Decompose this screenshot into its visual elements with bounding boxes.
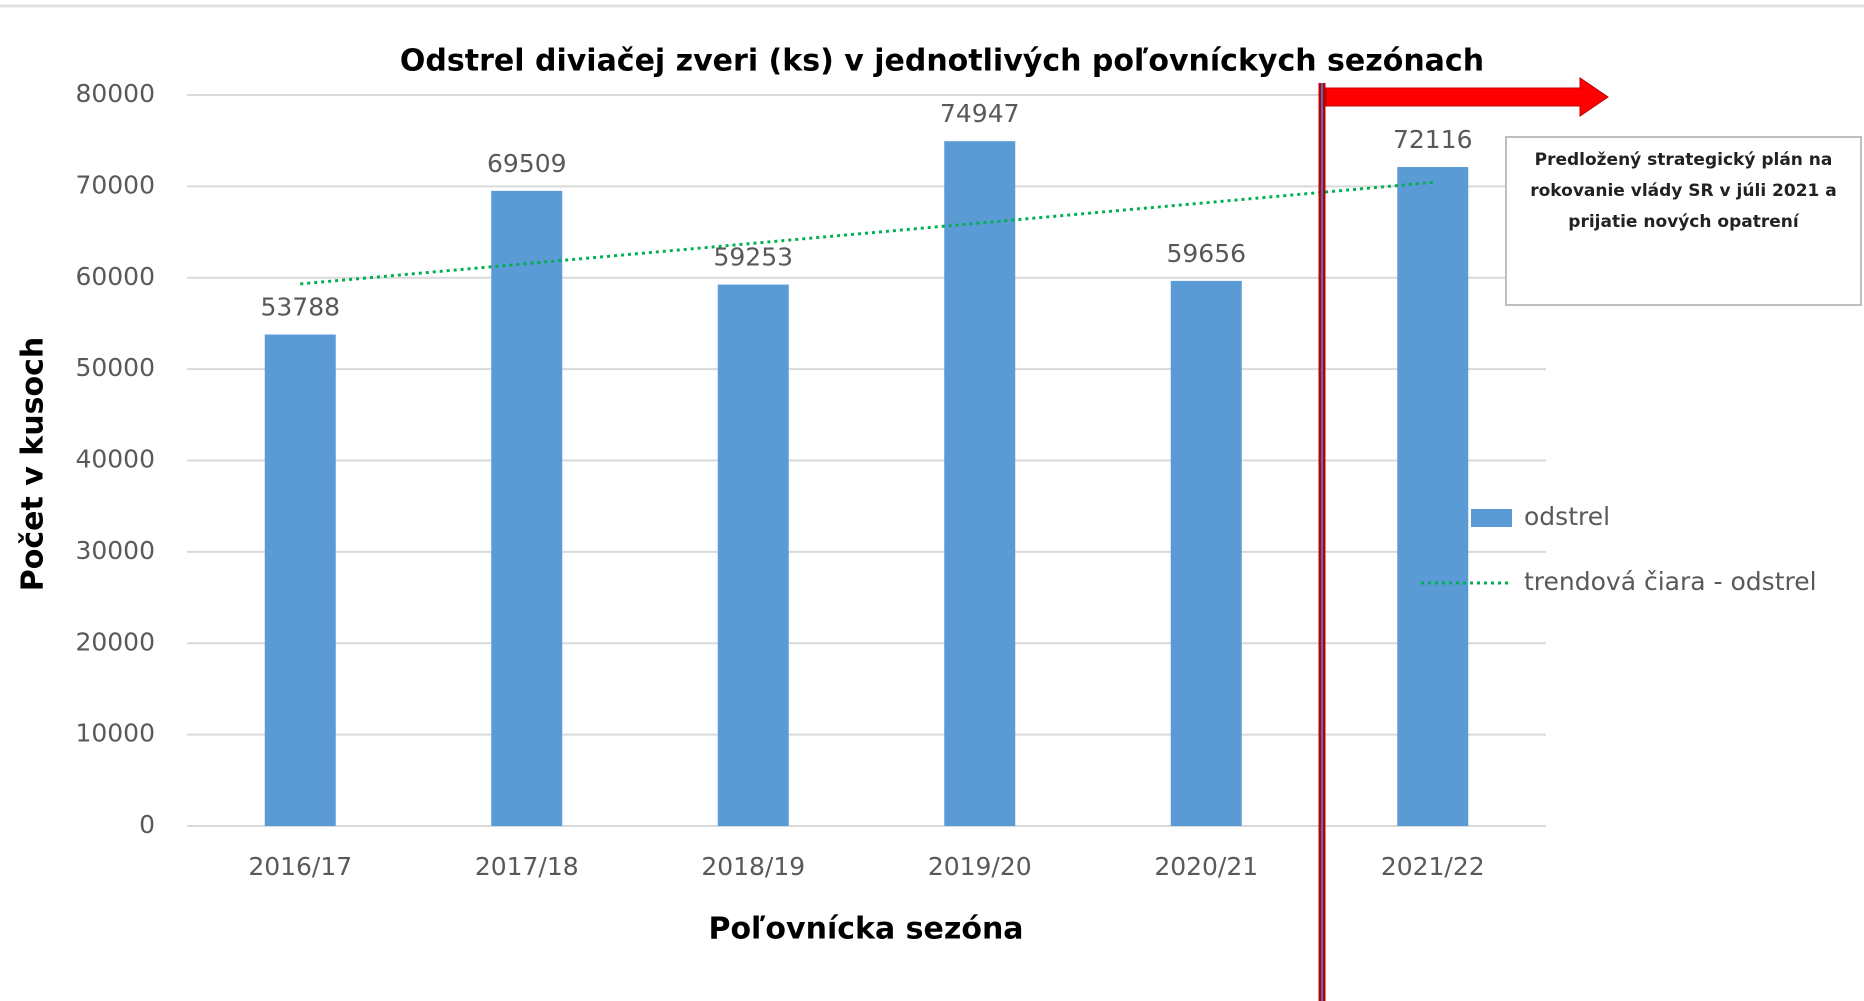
bar (264, 334, 336, 826)
y-tick-label: 70000 (75, 170, 155, 199)
bar (491, 190, 563, 826)
data-label: 74947 (940, 99, 1020, 128)
marks (264, 141, 1469, 827)
y-tick-label: 50000 (75, 353, 155, 382)
legend-swatch (1471, 509, 1512, 527)
x-tick-label: 2016/17 (248, 852, 352, 881)
data-label: 59656 (1166, 239, 1246, 268)
chart-title: Odstrel diviačej zveri (ks) v jednotlivý… (400, 44, 1484, 79)
data-label: 69509 (487, 149, 567, 178)
bar (944, 141, 1016, 827)
bar (1397, 167, 1469, 827)
x-tick-label: 2020/21 (1154, 852, 1258, 881)
annotation-wrap: Predložený strategický plán na rokovanie… (1530, 150, 1837, 232)
x-tick-label: 2021/22 (1381, 852, 1485, 881)
x-axis-label: Poľovnícka sezóna (708, 912, 1023, 947)
y-tick-label: 60000 (75, 262, 155, 291)
data-label: 72116 (1393, 125, 1473, 154)
bar (1170, 280, 1242, 826)
grid (187, 94, 1546, 827)
data-label: 53788 (260, 293, 340, 322)
y-tick-label: 40000 (75, 445, 155, 474)
x-tick-label: 2019/20 (928, 852, 1032, 881)
annotation: Predložený strategický plán na rokovanie… (1530, 150, 1837, 232)
x-tick-label: 2017/18 (475, 852, 579, 881)
y-tick-label: 30000 (75, 536, 155, 565)
arrow (1325, 77, 1609, 117)
legend-label: trendová čiara - odstrel (1524, 567, 1817, 596)
legend-label: odstrel (1524, 502, 1610, 531)
data-label: 59253 (713, 243, 793, 272)
x-tick-label: 2018/19 (701, 852, 805, 881)
y-tick-label: 0 (139, 810, 155, 839)
y-tick-label: 80000 (75, 79, 155, 108)
y-axis-label: Počet v kusoch (16, 337, 51, 591)
bar (717, 284, 789, 827)
annotation-box (1505, 136, 1862, 306)
y-tick-label: 10000 (75, 719, 155, 748)
trend-line (300, 180, 1433, 286)
y-tick-label: 20000 (75, 627, 155, 656)
